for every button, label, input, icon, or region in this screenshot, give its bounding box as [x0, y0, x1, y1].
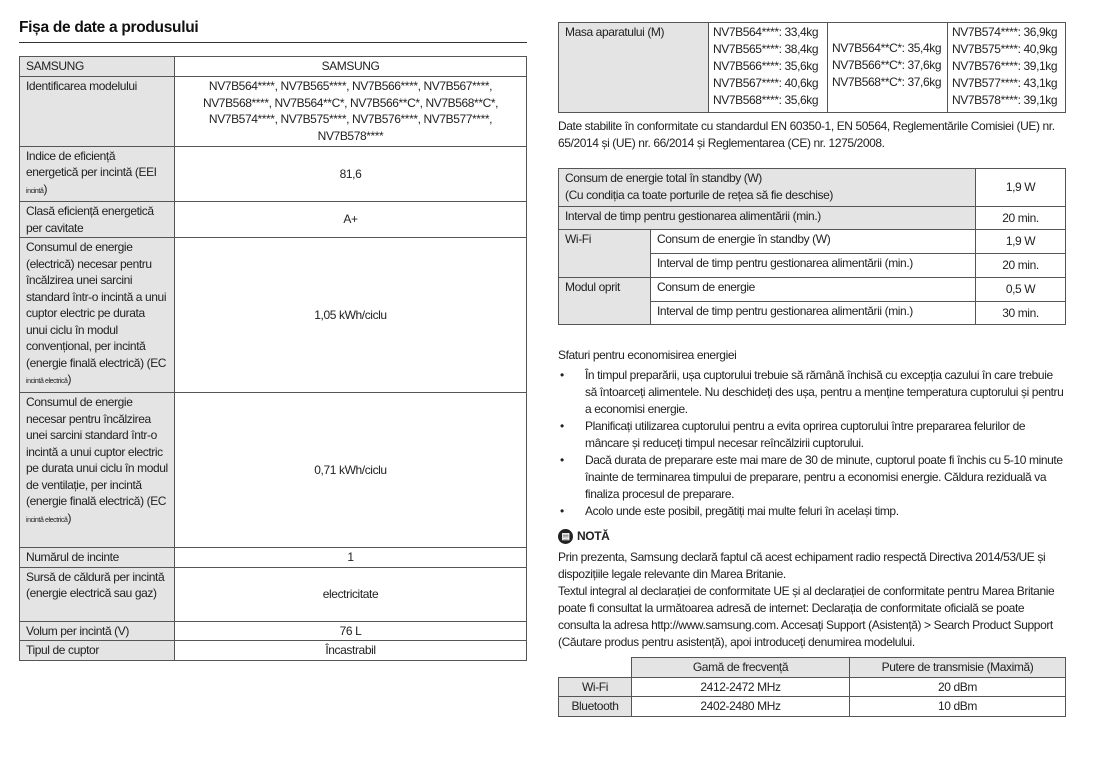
off-interval-value: 30 min. [975, 301, 1066, 325]
tip-item: Planificați utilizarea cuptorului pentru… [558, 418, 1066, 452]
model-label: Identificarea modelului [19, 75, 175, 147]
wifi-standby-label: Consum de energie în standby (W) [650, 229, 976, 254]
freq-row-power: 10 dBm [849, 696, 1066, 717]
brand-value: SAMSUNG [174, 56, 527, 77]
note-paragraph-2: Textul integral al declarației de confor… [558, 584, 1055, 649]
frequency-table: Gamă de frecvență Putere de transmisie (M… [558, 657, 1066, 717]
class-label: Clasă eficiență energetică per cavitate [19, 201, 175, 238]
volume-label: Volum per incintă (V) [19, 620, 175, 641]
note-paragraph-1: Prin prezenta, Samsung declară faptul că… [558, 550, 1046, 581]
freq-header-empty [558, 657, 632, 678]
wifi-label: Wi-Fi [558, 229, 651, 278]
title-divider [19, 42, 527, 43]
ec-ventilation-label: Consumul de energie necesar pentru încăl… [19, 392, 175, 548]
mass-col1: NV7B564****: 33,4kg NV7B565****: 38,4kg NV… [708, 22, 828, 113]
standby-total-value: 1,9 W [975, 168, 1066, 207]
cavities-label: Numărul de incinte [19, 547, 175, 568]
product-data-table: SAMSUNG SAMSUNG Identificarea modelului NV… [19, 56, 527, 661]
mass-table: Masa aparatului (M) NV7B564****: 33,4kg N… [558, 22, 1066, 113]
freq-row-power: 20 dBm [849, 676, 1066, 697]
mass-label: Masa aparatului (M) [558, 22, 709, 113]
mass-col3: NV7B574****: 36,9kg NV7B575****: 40,9kg NV… [947, 22, 1066, 113]
tips-list: În timpul preparării, ușa cuptorului tre… [558, 367, 1066, 520]
off-mode-label: Modul oprit [558, 277, 651, 325]
standby-table: Consum de energie total în standby (W) (C… [558, 168, 1066, 325]
note-heading: ▤ NOTĂ [558, 528, 1066, 545]
tip-item: În timpul preparării, ușa cuptorului tre… [558, 367, 1066, 418]
eei-label: Indice de eficiență energetică per incin… [19, 145, 175, 202]
volume-value: 76 L [174, 620, 527, 641]
heat-source-label: Sursă de căldură per incintă (energie el… [19, 566, 175, 622]
freq-header-range: Gamă de frecvență [631, 657, 850, 678]
power-mgmt-label: Interval de timp pentru gestionarea alim… [558, 206, 976, 230]
wifi-interval-label: Interval de timp pentru gestionarea alim… [650, 253, 976, 278]
standards-note: Date stabilite în conformitate cu standa… [558, 119, 1055, 150]
wifi-interval-value: 20 min. [975, 253, 1066, 278]
tip-item: Dacă durata de preparare este mai mare d… [558, 452, 1066, 503]
ec-conventional-value: 1,05 kWh/ciclu [174, 237, 527, 393]
off-consumption-label: Consum de energie [650, 277, 976, 302]
ec-conventional-label: Consumul de energie (electrică) necesar … [19, 237, 175, 393]
mass-col2: NV7B564**C*: 35,4kg NV7B566**C*: 37,6kg NV… [827, 22, 948, 113]
off-consumption-value: 0,5 W [975, 277, 1066, 302]
freq-row-range: 2412-2472 MHz [631, 676, 850, 697]
page-title: Fișa de date a produsului [19, 19, 199, 36]
off-interval-label: Interval de timp pentru gestionarea alim… [650, 301, 976, 325]
heat-source-value: electricitate [174, 566, 527, 622]
right-column: Masa aparatului (M) NV7B564****: 33,4kg N… [558, 22, 1066, 717]
oven-type-value: Încastrabil [174, 640, 527, 661]
brand-label: SAMSUNG [19, 56, 175, 77]
class-value: A+ [174, 201, 527, 238]
freq-row-range: 2402-2480 MHz [631, 696, 850, 717]
cavities-value: 1 [174, 547, 527, 568]
standby-total-label: Consum de energie total în standby (W) (C… [558, 168, 976, 207]
note-icon: ▤ [558, 529, 573, 544]
freq-row-label: Bluetooth [558, 696, 632, 717]
freq-row-label: Wi-Fi [558, 676, 632, 697]
note-title: NOTĂ [577, 529, 610, 543]
tip-item: Acolo unde este posibil, pregătiți mai m… [558, 503, 1066, 520]
ec-ventilation-value: 0,71 kWh/ciclu [174, 392, 527, 548]
tips-title: Sfaturi pentru economisirea energiei [558, 348, 737, 362]
power-mgmt-value: 20 min. [975, 206, 1066, 230]
wifi-standby-value: 1,9 W [975, 229, 1066, 254]
model-value: NV7B564****, NV7B565****, NV7B566****, N… [174, 75, 527, 147]
eei-value: 81,6 [174, 145, 527, 202]
oven-type-label: Tipul de cuptor [19, 640, 175, 661]
freq-header-power: Putere de transmisie (Maximă) [849, 657, 1066, 678]
left-column: Fișa de date a produsului SAMSUNG SAMSUNG… [19, 18, 527, 661]
